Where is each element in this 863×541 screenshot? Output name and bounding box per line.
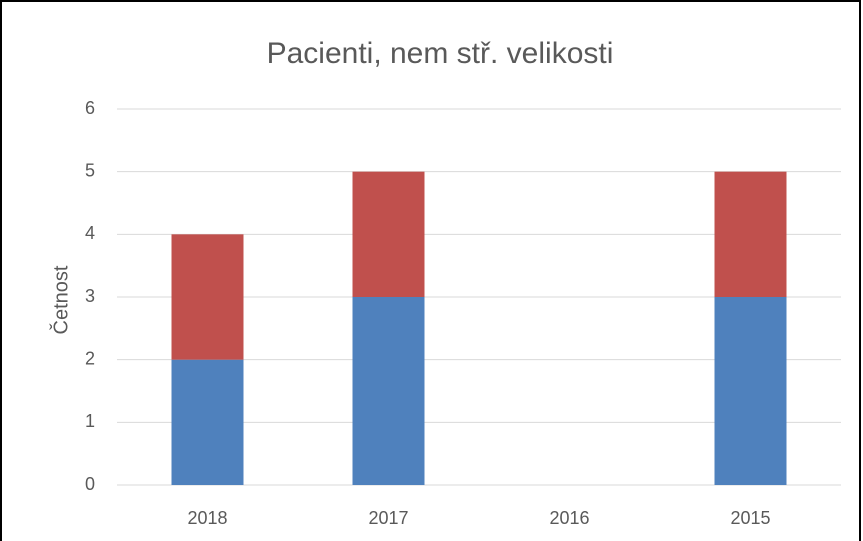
bar-segment: [714, 297, 787, 485]
chart-title: Pacienti, nem stř. velikosti: [267, 37, 614, 70]
y-tick-label: 1: [85, 411, 95, 431]
x-tick-label: 2016: [549, 508, 589, 528]
bar-segment: [171, 234, 244, 360]
y-axis-label: Četnost: [49, 265, 72, 334]
y-tick-label: 0: [85, 474, 95, 494]
bar-segment: [171, 359, 244, 485]
x-tick-label: 2018: [187, 508, 227, 528]
y-tick-label: 3: [85, 286, 95, 306]
x-tick-label: 2017: [368, 508, 408, 528]
bar-segment: [352, 171, 425, 297]
y-tick-label: 6: [85, 98, 95, 118]
bar-segment: [352, 297, 425, 485]
bar-segment: [714, 171, 787, 297]
y-tick-label: 4: [85, 223, 95, 243]
y-tick-label: 5: [85, 160, 95, 180]
x-tick-label: 2015: [730, 508, 770, 528]
y-tick-label: 2: [85, 348, 95, 368]
